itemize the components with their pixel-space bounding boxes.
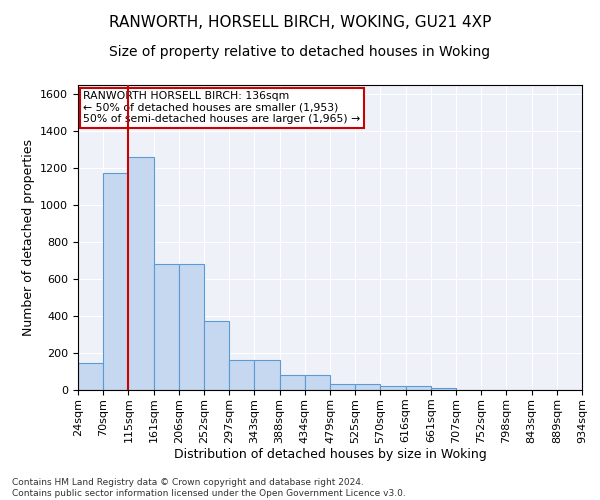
Bar bbox=[179, 264, 204, 390]
Bar bbox=[330, 384, 355, 390]
Bar bbox=[431, 388, 456, 390]
Bar bbox=[280, 375, 305, 390]
Bar bbox=[103, 173, 128, 390]
Bar bbox=[305, 375, 330, 390]
Bar bbox=[78, 363, 103, 390]
Bar bbox=[380, 386, 406, 390]
Text: Size of property relative to detached houses in Woking: Size of property relative to detached ho… bbox=[109, 45, 491, 59]
Bar bbox=[128, 157, 154, 390]
Bar bbox=[229, 360, 254, 390]
Bar bbox=[204, 320, 229, 390]
Bar bbox=[355, 384, 380, 390]
Text: RANWORTH HORSELL BIRCH: 136sqm
← 50% of detached houses are smaller (1,953)
50% : RANWORTH HORSELL BIRCH: 136sqm ← 50% of … bbox=[83, 91, 360, 124]
Bar bbox=[254, 360, 280, 390]
Bar bbox=[154, 264, 179, 390]
Y-axis label: Number of detached properties: Number of detached properties bbox=[22, 139, 35, 336]
Bar bbox=[406, 386, 431, 390]
Text: RANWORTH, HORSELL BIRCH, WOKING, GU21 4XP: RANWORTH, HORSELL BIRCH, WOKING, GU21 4X… bbox=[109, 15, 491, 30]
X-axis label: Distribution of detached houses by size in Woking: Distribution of detached houses by size … bbox=[173, 448, 487, 462]
Text: Contains HM Land Registry data © Crown copyright and database right 2024.
Contai: Contains HM Land Registry data © Crown c… bbox=[12, 478, 406, 498]
